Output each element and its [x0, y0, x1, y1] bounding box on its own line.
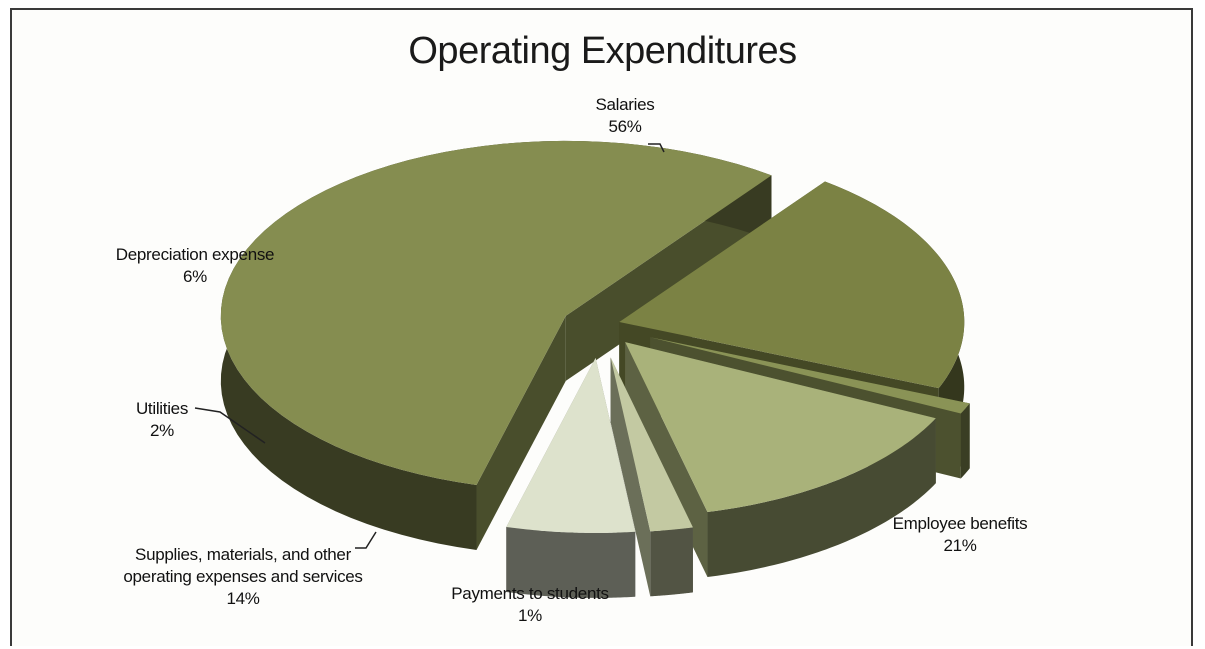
label-supplies: Supplies, materials, and other operating… — [118, 544, 368, 610]
label-depreciation-expense: Depreciation expense 6% — [80, 244, 310, 288]
label-employee-benefits: Employee benefits 21% — [820, 513, 1100, 557]
label-supplies-value: 14% — [226, 589, 260, 608]
label-utilities-name: Utilities — [135, 399, 189, 418]
label-depreciation-name: Depreciation expense — [115, 245, 275, 264]
label-employee-benefits-name: Employee benefits — [892, 514, 1028, 533]
label-employee-benefits-value: 21% — [943, 536, 977, 555]
label-salaries: Salaries 56% — [565, 94, 685, 138]
chart-title: Operating Expenditures — [408, 30, 797, 72]
label-payments-value: 1% — [518, 606, 542, 625]
leader-line-supplies — [355, 531, 377, 549]
label-salaries-value: 56% — [608, 117, 642, 136]
label-salaries-name: Salaries — [595, 95, 655, 114]
label-utilities-value: 2% — [150, 421, 174, 440]
pie-slice-salaries — [220, 140, 772, 550]
label-supplies-name: Supplies, materials, and other operating… — [123, 545, 363, 586]
label-depreciation-value: 6% — [183, 267, 207, 286]
leader-line-utilities — [194, 407, 266, 444]
pie-slice-depreciation — [506, 357, 636, 598]
label-payments-name: Payments to students — [451, 584, 609, 603]
label-payments-to-students: Payments to students 1% — [420, 583, 640, 627]
pie-slice-utilities — [610, 357, 693, 597]
leader-line-salaries — [648, 143, 665, 153]
label-utilities: Utilities 2% — [112, 398, 212, 442]
